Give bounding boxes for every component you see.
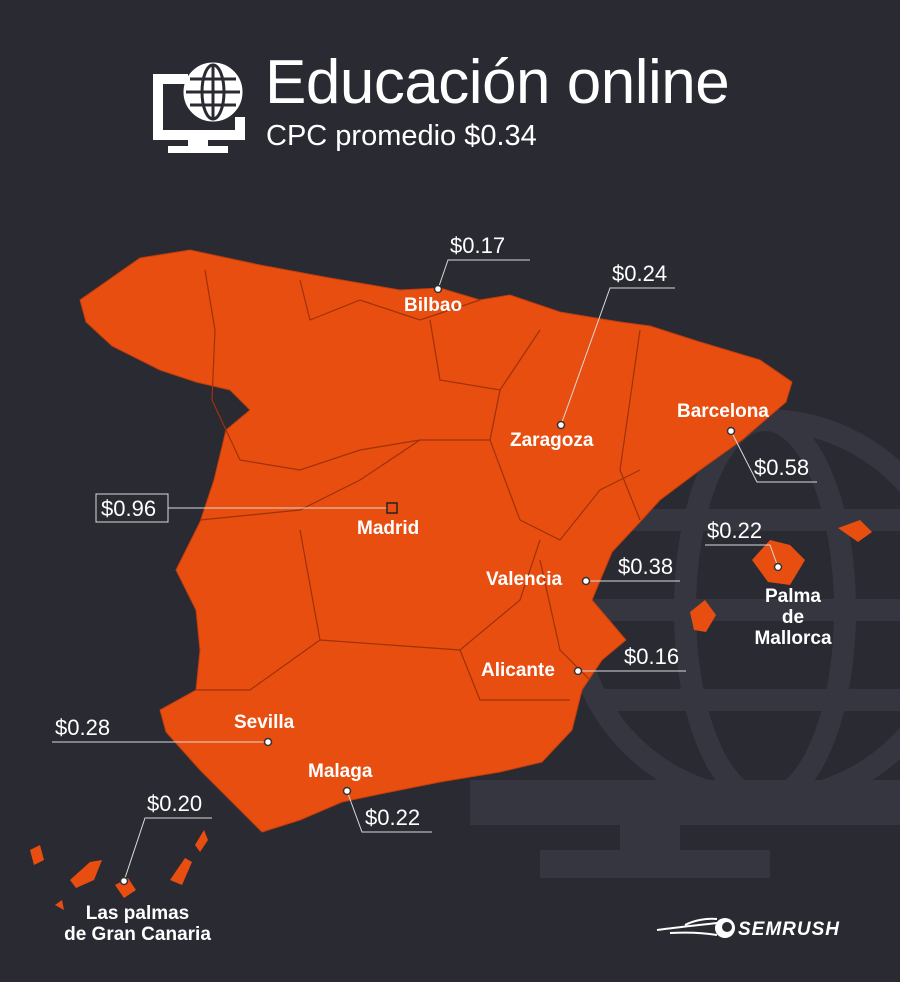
city-label-las-palmas: Las palmas de Gran Canaria <box>64 903 211 945</box>
page-title: Educación online <box>265 48 730 117</box>
city-markers <box>119 284 783 886</box>
marker-alicante <box>573 666 583 676</box>
canary-islands <box>30 830 208 910</box>
cpc-sevilla: $0.28 <box>55 715 111 740</box>
marker-bilbao <box>433 284 443 294</box>
city-label-valencia: Valencia <box>486 569 563 590</box>
marker-sevilla <box>263 737 273 747</box>
city-label-sevilla: Sevilla <box>234 712 295 733</box>
city-label-barcelona: Barcelona <box>677 401 769 422</box>
marker-palma <box>773 562 783 572</box>
city-label-madrid: Madrid <box>357 518 420 539</box>
leader-lines <box>52 259 817 882</box>
city-label-alicante: Alicante <box>481 660 555 681</box>
semrush-fireball-icon <box>656 917 735 938</box>
city-label-malaga: Malaga <box>308 761 373 782</box>
city-label-bilbao: Bilbao <box>404 295 463 316</box>
marker-malaga <box>342 786 352 796</box>
marker-las-palmas <box>119 876 129 886</box>
ibiza <box>690 600 716 632</box>
page-subtitle: CPC promedio $0.34 <box>266 120 537 152</box>
semrush-logo: SEMRUSH <box>738 919 841 940</box>
watermark-monitor-icon <box>470 780 900 878</box>
cpc-palma: $0.22 <box>707 518 763 543</box>
mainland-spain <box>79 249 793 833</box>
marker-valencia <box>581 576 591 586</box>
mallorca <box>752 540 805 585</box>
monitor-globe-icon <box>153 62 245 153</box>
region-borders <box>196 269 641 701</box>
cpc-barcelona: $0.58 <box>754 455 810 480</box>
marker-madrid <box>386 502 398 514</box>
cpc-bilbao: $0.17 <box>450 233 506 258</box>
city-label-zaragoza: Zaragoza <box>510 430 594 451</box>
cpc-zaragoza: $0.24 <box>612 261 668 286</box>
city-label-palma: Palma de Mallorca <box>754 586 832 649</box>
cpc-madrid: $0.96 <box>101 496 157 521</box>
cpc-malaga: $0.22 <box>365 805 421 830</box>
marker-barcelona <box>726 426 736 436</box>
cpc-las-palmas: $0.20 <box>147 791 203 816</box>
cpc-valencia: $0.38 <box>618 554 674 579</box>
marker-zaragoza <box>556 420 566 430</box>
menorca <box>838 520 872 542</box>
cpc-alicante: $0.16 <box>624 644 680 669</box>
